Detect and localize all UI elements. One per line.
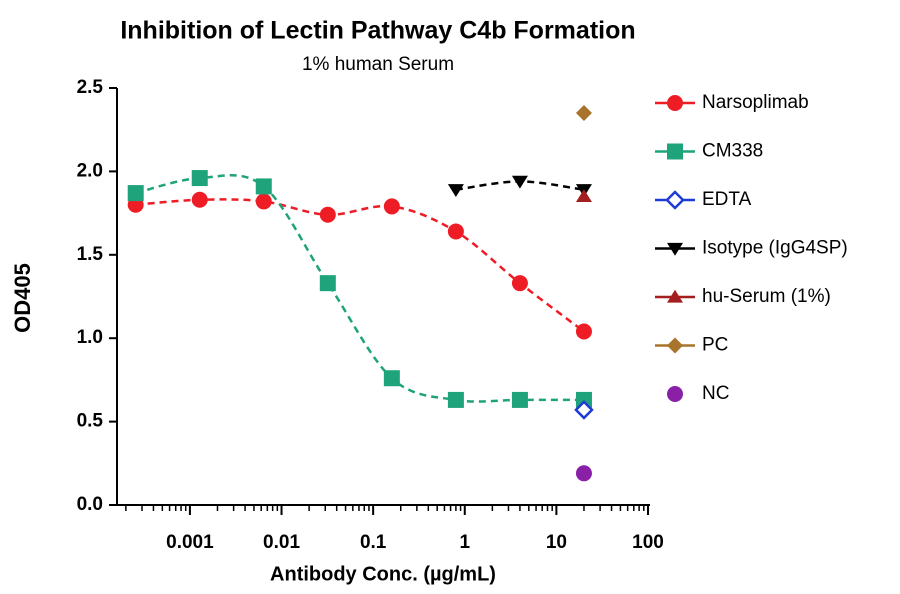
- x-tick-label: 0.001: [166, 532, 214, 553]
- legend-label: CM338: [702, 141, 763, 162]
- data-point: [191, 191, 208, 208]
- x-tick-label: 1: [459, 532, 470, 553]
- legend-marker: [667, 95, 683, 111]
- chart-subtitle: 1% human Serum: [302, 54, 454, 75]
- y-tick-label: 1.0: [77, 327, 103, 348]
- data-point: [575, 465, 592, 482]
- legend-marker: [665, 190, 685, 210]
- legend-label: hu-Serum (1%): [702, 286, 831, 307]
- legend-marker: [667, 143, 683, 160]
- y-axis-label: OD405: [10, 263, 35, 333]
- data-point: [447, 223, 464, 240]
- legend-marker: [667, 337, 683, 354]
- legend-marker: [667, 386, 683, 402]
- legend-marker: [667, 242, 683, 256]
- y-tick-label: 0.0: [77, 494, 103, 515]
- y-tick-label: 0.5: [77, 411, 104, 432]
- data-point: [511, 175, 528, 189]
- x-tick-label: 100: [632, 532, 664, 553]
- x-tick-label: 10: [546, 532, 567, 553]
- data-point: [575, 391, 592, 408]
- y-tick-label: 2.0: [77, 160, 103, 181]
- data-point: [574, 400, 594, 420]
- data-point: [575, 105, 592, 122]
- fit-line: [135, 174, 584, 403]
- data-point: [575, 189, 592, 203]
- data-point: [511, 275, 528, 292]
- legend-label: NC: [702, 383, 729, 404]
- fit-line: [135, 198, 585, 333]
- data-point: [575, 323, 592, 340]
- x-tick-label: 0.1: [360, 532, 387, 553]
- data-point: [191, 170, 208, 187]
- y-tick-label: 1.5: [77, 244, 104, 265]
- data-point: [447, 391, 464, 408]
- data-point: [447, 184, 464, 197]
- x-tick-label: 0.01: [263, 532, 300, 553]
- legend-label: Narsoplimab: [702, 92, 809, 113]
- data-point: [319, 206, 336, 223]
- data-point: [255, 178, 272, 195]
- data-point: [127, 185, 144, 202]
- data-point: [255, 193, 272, 210]
- data-point: [511, 391, 528, 408]
- y-tick-label: 2.5: [77, 77, 104, 98]
- chart-title: Inhibition of Lectin Pathway C4b Formati…: [120, 17, 635, 45]
- legend-label: Isotype (IgG4SP): [702, 238, 848, 259]
- legend-marker: [667, 289, 683, 303]
- x-axis-label: Antibody Conc. (µg/mL): [270, 563, 496, 585]
- data-point: [319, 275, 336, 292]
- data-point: [383, 198, 400, 215]
- legend-label: EDTA: [702, 189, 752, 210]
- legend-label: PC: [702, 335, 728, 356]
- data-point: [383, 370, 400, 387]
